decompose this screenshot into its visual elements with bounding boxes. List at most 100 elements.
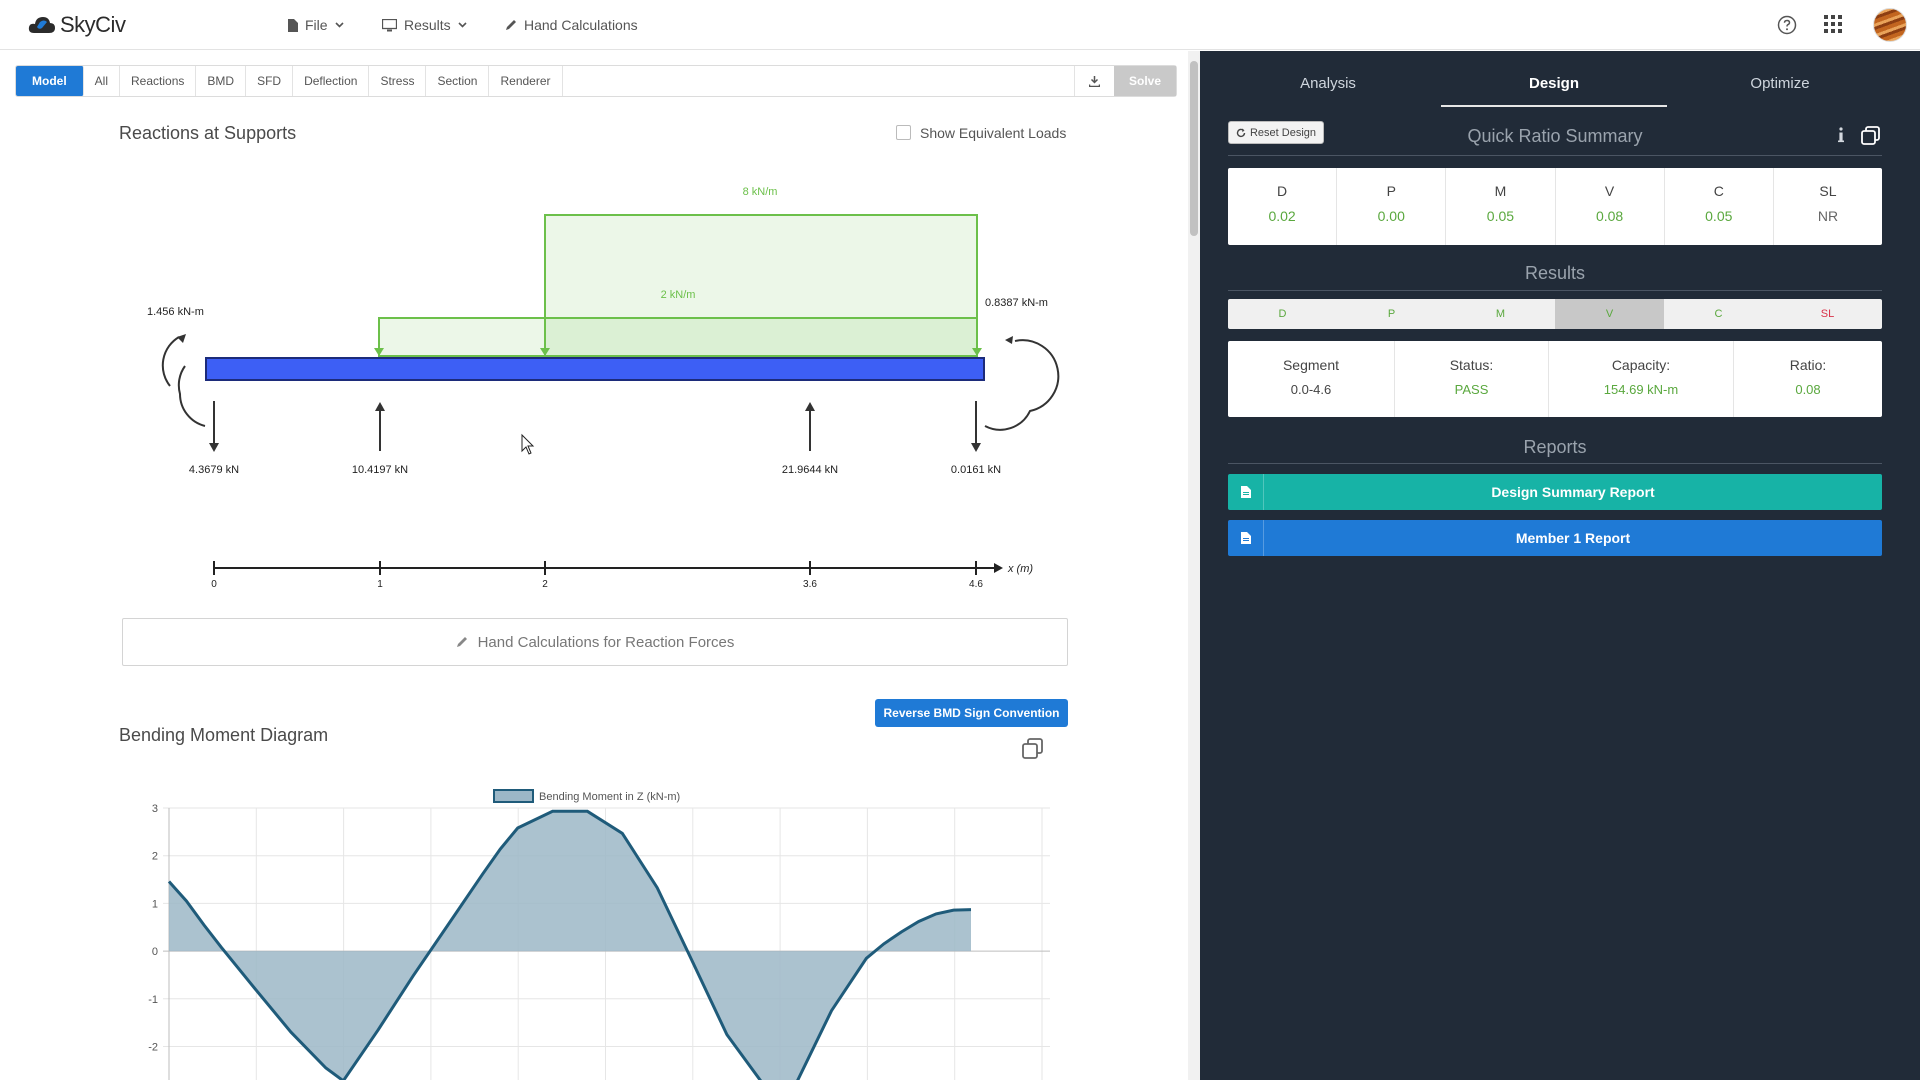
- reaction-label-3: 0.0161 kN: [951, 464, 1001, 476]
- bmd-y-tick-label: -2: [148, 1042, 158, 1054]
- ratio-value: 0.00: [1377, 208, 1405, 224]
- tab-section[interactable]: Section: [426, 66, 490, 96]
- moment-label-left: 1.456 kN-m: [147, 306, 204, 318]
- design-panel: Analysis Design Optimize Reset Design Qu…: [1200, 51, 1920, 1080]
- hand-calculations-menu[interactable]: Hand Calculations: [505, 17, 638, 33]
- axis-tick-0: 0: [211, 579, 217, 590]
- ratio-result-value: 0.08: [1795, 382, 1821, 397]
- segment-value: 0.0-4.6: [1290, 382, 1332, 397]
- reaction-label-2: 21.9644 kN: [782, 464, 838, 476]
- segment-label: Segment: [1282, 357, 1340, 373]
- bmd-legend-swatch: [493, 789, 534, 803]
- ratio-cell-sl: SL NR: [1774, 168, 1882, 245]
- bmd-chart: 3 2 1 0 -1 -2 Bending Moment in Z (kN-m): [148, 789, 1050, 1080]
- show-equivalent-loads-checkbox[interactable]: [896, 125, 911, 140]
- design-panel-tabs: Analysis Design Optimize: [1200, 51, 1920, 107]
- tab-renderer[interactable]: Renderer: [489, 66, 563, 96]
- status-cell: Status: PASS: [1395, 341, 1549, 417]
- axis-tick-4: 4.6: [969, 579, 983, 590]
- moment-left: 1.456 kN-m: [147, 306, 206, 427]
- tab-all[interactable]: All: [84, 66, 121, 96]
- capacity-cell: Capacity: 154.69 kN-m: [1549, 341, 1734, 417]
- hand-calc-reactions-label: Hand Calculations for Reaction Forces: [477, 633, 735, 651]
- top-bar: SkyCiv File Results Hand Calculations: [0, 0, 1920, 50]
- tab-analysis[interactable]: Analysis: [1300, 75, 1356, 92]
- load-label-8: 8 kN/m: [743, 186, 778, 198]
- help-icon[interactable]: [1777, 15, 1797, 35]
- reset-design-button[interactable]: Reset Design: [1228, 121, 1324, 144]
- copy-summary-icon[interactable]: [1861, 126, 1881, 146]
- results-tab-bar: Model All Reactions BMD SFD Deflection S…: [15, 65, 1177, 97]
- tab-sfd[interactable]: SFD: [246, 66, 294, 96]
- reverse-bmd-sign-button[interactable]: Reverse BMD Sign Convention: [875, 699, 1068, 727]
- quick-ratio-title: Quick Ratio Summary: [1467, 126, 1643, 146]
- design-summary-report-button[interactable]: Design Summary Report: [1228, 474, 1882, 510]
- app-name: SkyCiv: [60, 12, 126, 37]
- results-pane: Model All Reactions BMD SFD Deflection S…: [0, 51, 1188, 1080]
- user-avatar[interactable]: [1873, 8, 1907, 42]
- capacity-label: Capacity:: [1611, 357, 1671, 373]
- results-tab-c[interactable]: C: [1714, 308, 1723, 320]
- divider: [1228, 463, 1882, 464]
- tab-model[interactable]: Model: [16, 66, 84, 96]
- info-icon[interactable]: [1837, 127, 1845, 143]
- download-icon: [1089, 75, 1100, 87]
- tab-reactions[interactable]: Reactions: [120, 66, 197, 96]
- beam[interactable]: [205, 357, 985, 381]
- reactions-title: Reactions at Supports: [119, 123, 297, 143]
- ratio-label: C: [1713, 183, 1724, 199]
- ratio-cell-d: D 0.02: [1228, 168, 1338, 245]
- ratio-label: SL: [1819, 183, 1837, 199]
- tab-design[interactable]: Design: [1528, 75, 1579, 92]
- ratio-cell-m: M 0.05: [1446, 168, 1556, 245]
- results-tab-v[interactable]: V: [1555, 299, 1664, 329]
- bmd-title: Bending Moment Diagram: [119, 725, 329, 745]
- axis-label: x (m): [1007, 563, 1033, 575]
- results-tab-d[interactable]: D: [1278, 308, 1287, 320]
- distributed-load-2: 2 kN/m: [374, 289, 978, 357]
- reaction-arrow-2: 21.9644 kN: [782, 402, 838, 476]
- reactions-diagram: 8 kN/m 2 kN/m 1.456 kN-m 0.8387 kN-m 4.3…: [147, 186, 1060, 590]
- solve-button[interactable]: Solve: [1114, 66, 1176, 96]
- design-summary-report-label: Design Summary Report: [1491, 484, 1655, 500]
- results-menu[interactable]: Results: [382, 17, 467, 33]
- distributed-load-8: 8 kN/m: [540, 186, 982, 357]
- cloud-logo-icon: [28, 17, 55, 33]
- left-pane-scrollbar[interactable]: [1188, 51, 1200, 1080]
- reset-design-label: Reset Design: [1249, 126, 1317, 139]
- results-tab-m[interactable]: M: [1495, 308, 1506, 320]
- ratio-label: D: [1277, 183, 1288, 199]
- results-tab-sl[interactable]: SL: [1820, 308, 1835, 320]
- ratio-label: V: [1604, 183, 1615, 199]
- member-1-report-button[interactable]: Member 1 Report: [1228, 520, 1882, 556]
- file-menu[interactable]: File: [287, 17, 344, 33]
- download-button[interactable]: [1074, 66, 1114, 96]
- bmd-y-tick-label: 3: [152, 803, 158, 815]
- chevron-down-icon: [334, 22, 344, 28]
- document-icon: [1228, 474, 1264, 510]
- bmd-legend: Bending Moment in Z (kN-m): [493, 789, 680, 803]
- scrollbar-thumb[interactable]: [1190, 61, 1198, 236]
- status-label: Status:: [1449, 357, 1494, 373]
- results-title: Results: [1524, 263, 1586, 283]
- axis-tick-1: 1: [377, 579, 383, 590]
- copy-chart-icon[interactable]: [1022, 738, 1044, 760]
- results-tab-p[interactable]: P: [1387, 308, 1396, 320]
- tab-bmd[interactable]: BMD: [196, 66, 247, 96]
- hand-calc-reactions-button[interactable]: Hand Calculations for Reaction Forces: [122, 618, 1068, 666]
- refresh-icon: [1236, 128, 1246, 137]
- moment-label-right: 0.8387 kN-m: [985, 297, 1048, 309]
- pencil-icon: [506, 20, 516, 30]
- ratio-label: M: [1494, 183, 1507, 199]
- tab-optimize[interactable]: Optimize: [1750, 75, 1810, 92]
- file-icon: [288, 18, 298, 32]
- tab-stress[interactable]: Stress: [369, 66, 427, 96]
- tab-deflection[interactable]: Deflection: [293, 66, 370, 96]
- ratio-value: 0.08: [1595, 208, 1624, 224]
- apps-grid-icon[interactable]: [1824, 15, 1842, 33]
- skyciv-logo[interactable]: SkyCiv: [28, 12, 126, 38]
- load-label-2: 2 kN/m: [661, 289, 696, 301]
- reaction-arrow-1: 10.4197 kN: [352, 402, 408, 476]
- reaction-label-1: 10.4197 kN: [352, 464, 408, 476]
- reports-title: Reports: [1523, 437, 1587, 457]
